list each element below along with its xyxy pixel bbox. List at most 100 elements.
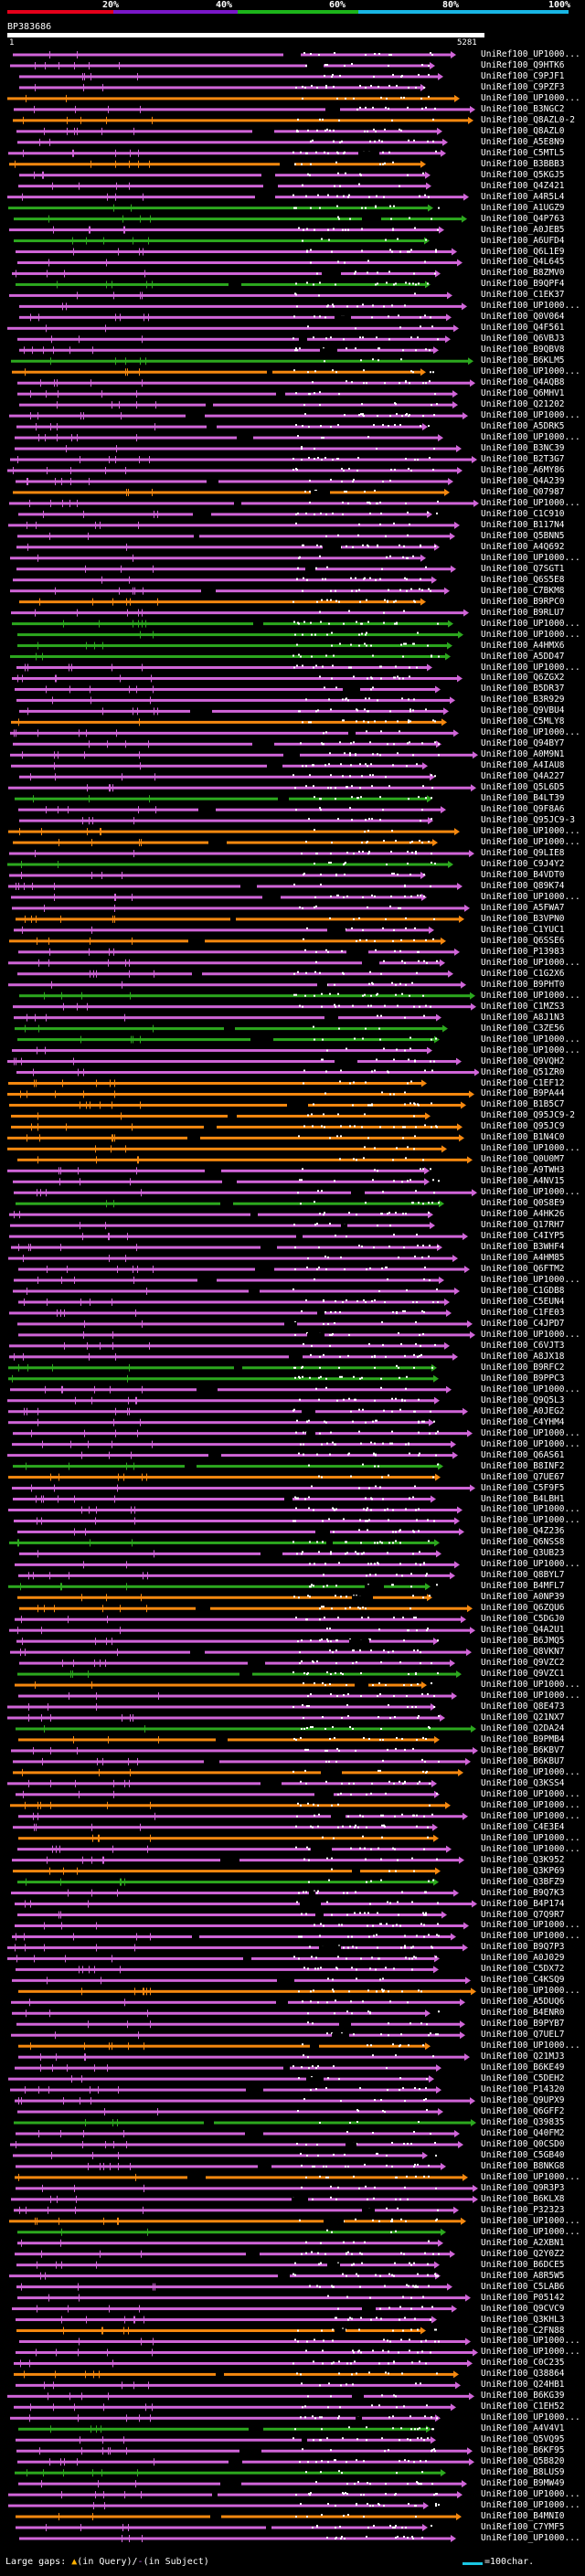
hit-bar[interactable] — [15, 447, 456, 451]
hit-row[interactable] — [18, 2053, 470, 2062]
hit-bar[interactable] — [11, 2198, 473, 2201]
hit-label[interactable]: UniRef100_C5GB40 — [481, 2149, 565, 2160]
hit-bar[interactable] — [7, 1060, 456, 1064]
hit-row[interactable] — [16, 915, 464, 923]
hit-bar[interactable] — [16, 282, 425, 286]
hit-bar[interactable] — [7, 1454, 452, 1458]
hit-bar[interactable] — [10, 655, 445, 659]
hit-label[interactable]: UniRef100_Q2Y0Z2 — [481, 2248, 565, 2259]
hit-row[interactable] — [13, 488, 450, 496]
hit-row[interactable] — [18, 1266, 470, 1274]
hit-row[interactable] — [11, 2031, 465, 2040]
hit-label[interactable]: UniRef100_UP1000... — [481, 1691, 580, 1701]
hit-row[interactable] — [16, 2020, 465, 2029]
hit-row[interactable] — [16, 2316, 437, 2324]
hit-label[interactable]: UniRef100_B9Q7K3 — [481, 1887, 565, 1898]
hit-row[interactable] — [8, 1473, 441, 1481]
hit-bar[interactable] — [9, 1344, 444, 1348]
hit-bar[interactable] — [19, 1661, 450, 1665]
hit-label[interactable]: UniRef100_A4V4V1 — [481, 2423, 565, 2434]
hit-bar[interactable] — [7, 1782, 431, 1786]
hit-bar[interactable] — [7, 1147, 441, 1150]
hit-label[interactable]: UniRef100_UP1000... — [481, 629, 580, 640]
hit-bar[interactable] — [10, 753, 473, 757]
hit-row[interactable] — [13, 1429, 473, 1437]
hit-bar[interactable] — [10, 557, 420, 560]
hit-bar[interactable] — [10, 1224, 430, 1227]
hit-bar[interactable] — [8, 1421, 429, 1425]
hit-row[interactable] — [13, 116, 473, 124]
hit-row[interactable] — [19, 1659, 455, 1668]
hit-row[interactable] — [10, 1801, 451, 1809]
hit-label[interactable]: UniRef100_Q21MJ3 — [481, 2051, 565, 2062]
hit-label[interactable]: UniRef100_C1EH52 — [481, 2401, 565, 2412]
hit-bar[interactable] — [10, 64, 430, 68]
hit-row[interactable] — [16, 248, 457, 256]
hit-label[interactable]: UniRef100_Q6NSS8 — [481, 1537, 565, 1548]
hit-label[interactable]: UniRef100_C1YUC1 — [481, 924, 565, 935]
hit-label[interactable]: UniRef100_Q8BYL7 — [481, 1570, 565, 1581]
hit-label[interactable]: UniRef100_UP1000... — [481, 1427, 580, 1438]
hit-row[interactable] — [17, 1878, 439, 1886]
hit-bar[interactable] — [10, 2088, 436, 2092]
hit-row[interactable] — [14, 215, 467, 223]
hit-label[interactable]: UniRef100_UP1000... — [481, 957, 580, 968]
hit-bar[interactable] — [17, 1672, 456, 1676]
hit-bar[interactable] — [7, 1716, 440, 1720]
hit-bar[interactable] — [7, 2394, 469, 2398]
hit-row[interactable] — [12, 674, 463, 683]
hit-row[interactable] — [18, 1988, 476, 1996]
hit-label[interactable]: UniRef100_Q9VQH2 — [481, 1055, 565, 1066]
hit-row[interactable] — [8, 981, 466, 989]
hit-label[interactable]: UniRef100_Q4A227 — [481, 771, 565, 782]
hit-bar[interactable] — [11, 764, 422, 768]
hit-bar[interactable] — [15, 797, 427, 800]
hit-label[interactable]: UniRef100_Q4F561 — [481, 323, 565, 334]
hit-label[interactable]: UniRef100_UP1000... — [481, 1329, 580, 1340]
hit-label[interactable]: UniRef100_UP1000... — [481, 2489, 580, 2500]
hit-label[interactable]: UniRef100_Q40FM2 — [481, 2127, 565, 2138]
hit-bar[interactable] — [17, 392, 452, 396]
hit-bar[interactable] — [17, 535, 450, 538]
hit-row[interactable] — [7, 193, 469, 201]
hit-bar[interactable] — [16, 130, 437, 133]
hit-label[interactable]: UniRef100_A5DD47 — [481, 651, 565, 662]
hit-row[interactable] — [17, 1035, 440, 1044]
hit-row[interactable] — [7, 1057, 462, 1065]
hit-bar[interactable] — [16, 425, 422, 429]
hit-row[interactable] — [7, 1167, 431, 1175]
hit-label[interactable]: UniRef100_UP1000... — [481, 1275, 580, 1286]
hit-label[interactable]: UniRef100_C4YHM4 — [481, 1416, 565, 1427]
hit-label[interactable]: UniRef100_Q9VBU4 — [481, 705, 565, 716]
hit-bar[interactable] — [7, 1136, 459, 1140]
hit-label[interactable]: UniRef100_Q3KSS4 — [481, 1777, 565, 1788]
hit-label[interactable]: UniRef100_B8NKG8 — [481, 2160, 565, 2171]
hit-bar[interactable] — [13, 2154, 422, 2157]
hit-row[interactable] — [9, 226, 444, 234]
hit-label[interactable]: UniRef100_A2XBN1 — [481, 2237, 565, 2248]
hit-label[interactable]: UniRef100_UP1000... — [481, 1766, 580, 1777]
hit-label[interactable]: UniRef100_UP1000... — [481, 92, 580, 103]
hit-bar[interactable] — [13, 1432, 467, 1436]
hit-row[interactable] — [15, 1561, 460, 1569]
hit-bar[interactable] — [17, 1848, 446, 1851]
hit-label[interactable]: UniRef100_UP1000... — [481, 727, 580, 738]
hit-label[interactable]: UniRef100_Q9Q5L3 — [481, 1394, 565, 1405]
hit-label[interactable]: UniRef100_B6KBV7 — [481, 1744, 565, 1755]
hit-row[interactable] — [16, 2184, 478, 2192]
hit-row[interactable] — [9, 850, 474, 858]
hit-bar[interactable] — [7, 1705, 431, 1709]
hit-bar[interactable] — [11, 359, 468, 363]
hit-bar[interactable] — [12, 622, 448, 626]
hit-row[interactable] — [9, 1101, 466, 1109]
hit-row[interactable] — [16, 281, 431, 289]
hit-row[interactable] — [7, 861, 453, 869]
hit-row[interactable] — [13, 1495, 436, 1503]
hit-bar[interactable] — [18, 808, 441, 811]
hit-row[interactable] — [13, 1867, 441, 1875]
hit-label[interactable]: UniRef100_A0J029 — [481, 1953, 565, 1964]
hit-label[interactable]: UniRef100_C6VJT3 — [481, 1340, 565, 1351]
hit-row[interactable] — [9, 872, 426, 880]
hit-row[interactable] — [8, 2491, 463, 2499]
hit-row[interactable] — [7, 1779, 437, 1787]
